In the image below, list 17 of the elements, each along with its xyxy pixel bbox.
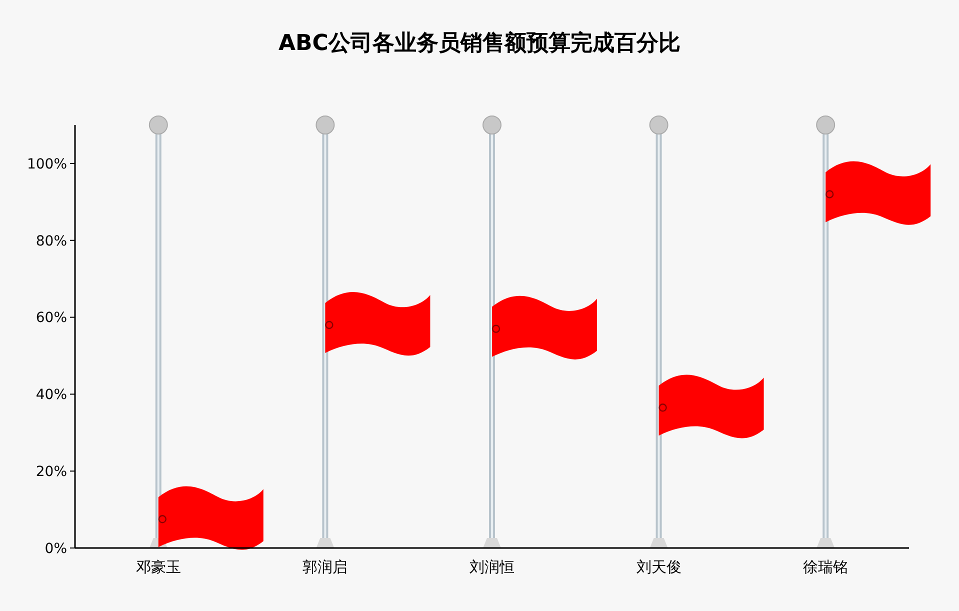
y-tick-label: 20%: [36, 464, 67, 480]
x-tick-label: 邓豪玉: [136, 558, 181, 576]
point: [158, 515, 166, 524]
x-tick-label: 刘润恒: [470, 558, 514, 576]
y-tick-label: 40%: [36, 387, 67, 404]
point: [658, 404, 667, 412]
point: [325, 320, 334, 330]
x-tick-label: 郭润启: [302, 558, 348, 576]
y-tick-label: 80%: [36, 233, 67, 250]
y-tick-label: 100%: [26, 156, 67, 172]
x-tick-label: 刘天俊: [636, 558, 682, 576]
y-tick-label: 0%: [44, 540, 67, 557]
point: [492, 324, 500, 333]
point: [826, 190, 834, 198]
x-tick-label: 徐瑞铭: [803, 558, 848, 576]
y-tick-label: 60%: [36, 310, 67, 326]
chart-title: ABC公司各业务员销售额预算完成百分比: [278, 30, 680, 56]
